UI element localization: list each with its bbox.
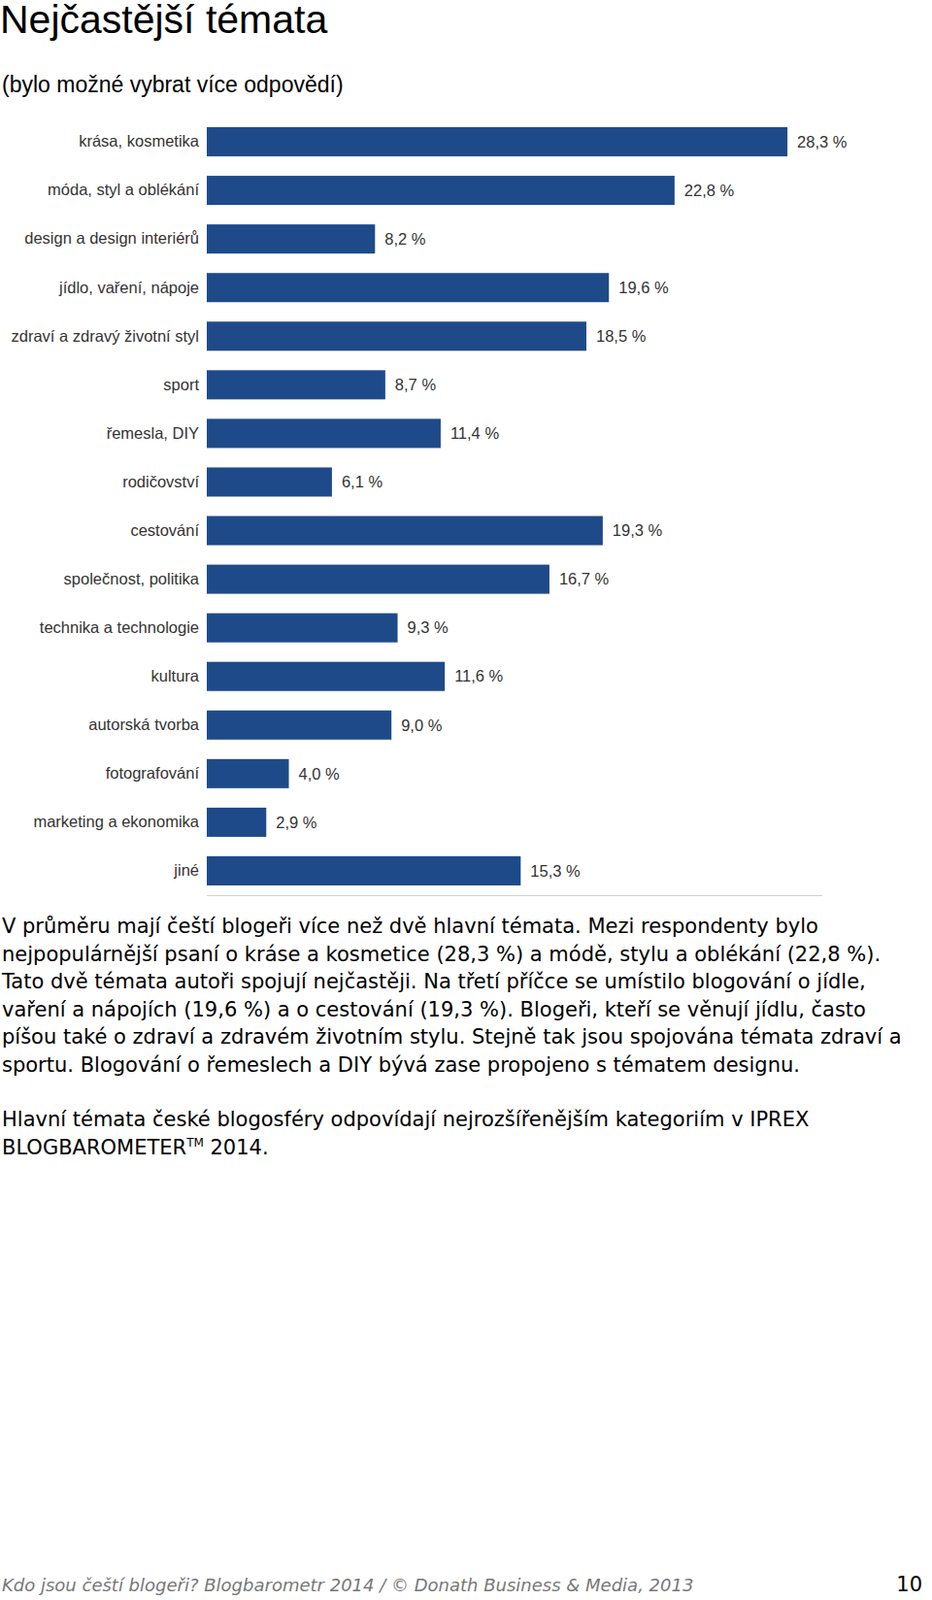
paragraph-text: 2014. bbox=[203, 1135, 269, 1160]
y-tick: krása, kosmetika bbox=[78, 132, 200, 150]
bar bbox=[206, 759, 290, 789]
data-label: 8,7 % bbox=[395, 375, 437, 394]
y-axis: krása, kosmetika móda, styl a oblékání des… bbox=[11, 132, 200, 879]
data-label: 16,7 % bbox=[559, 569, 610, 588]
data-label: 19,3 % bbox=[612, 521, 664, 539]
bar bbox=[206, 466, 333, 497]
y-tick-label: fotografování bbox=[105, 764, 200, 782]
y-tick: technika a technologie bbox=[39, 618, 200, 636]
data-label: 19,6 % bbox=[618, 278, 669, 297]
data-label: 9,0 % bbox=[400, 716, 443, 734]
y-tick-label: jiné bbox=[172, 861, 200, 879]
data-label: 2,9 % bbox=[275, 813, 318, 832]
bar bbox=[206, 807, 267, 837]
bar bbox=[206, 127, 788, 157]
data-label: 4,0 % bbox=[299, 765, 341, 783]
y-tick: jiné bbox=[172, 861, 200, 879]
bar bbox=[206, 369, 386, 400]
bar bbox=[206, 856, 521, 886]
page-number: 10 bbox=[896, 1572, 923, 1597]
bar bbox=[206, 224, 375, 254]
y-tick: móda, styl a oblékání bbox=[47, 180, 200, 199]
y-tick-label: autorská tvorba bbox=[88, 715, 200, 733]
y-tick-label: technika a technologie bbox=[39, 618, 200, 636]
y-tick: fotografování bbox=[105, 764, 200, 782]
data-label: 11,4 % bbox=[450, 424, 500, 442]
y-tick: kultura bbox=[150, 666, 200, 685]
y-tick-label: kultura bbox=[150, 666, 200, 685]
paragraph: V průměru mají čeští blogeři více než dv… bbox=[1, 912, 925, 1079]
y-tick: zdraví a zdravý životní styl bbox=[11, 327, 200, 345]
bar bbox=[206, 175, 675, 205]
bar bbox=[206, 565, 550, 595]
data-label: 28,3 % bbox=[797, 133, 848, 151]
data-label: 15,3 % bbox=[530, 862, 581, 880]
y-tick: řemesla, DIY bbox=[106, 424, 200, 442]
bar bbox=[206, 418, 441, 448]
title: Nejčastější témata bbox=[0, 0, 328, 42]
y-tick: rodičovství bbox=[122, 472, 200, 491]
y-tick: cestování bbox=[130, 521, 200, 539]
bars bbox=[206, 127, 788, 886]
y-tick-label: design a design interiérů bbox=[24, 229, 200, 247]
data-label: 18,5 % bbox=[596, 327, 647, 345]
y-tick: design a design interiérů bbox=[24, 229, 200, 247]
bar bbox=[206, 272, 609, 302]
y-tick-label: marketing a ekonomika bbox=[33, 812, 200, 831]
y-tick: marketing a ekonomika bbox=[33, 812, 200, 831]
data-label: 8,2 % bbox=[384, 230, 427, 248]
footer: Kdo jsou čeští blogeři? Blogbarometr 201… bbox=[1, 1574, 694, 1596]
y-tick: sport bbox=[163, 375, 200, 394]
y-tick-label: krása, kosmetika bbox=[78, 132, 200, 150]
bar bbox=[206, 613, 399, 643]
y-tick-label: sport bbox=[163, 375, 200, 394]
data-label: 9,3 % bbox=[407, 618, 450, 636]
paragraph-text: Hlavní témata české blogosféry odpovídaj… bbox=[1, 1107, 809, 1160]
data-label: 11,6 % bbox=[454, 666, 503, 685]
y-tick-label: řemesla, DIY bbox=[106, 424, 200, 442]
data-labels: 28,3 % 22,8 % 8,2 % 19,6 % 18,5 % 8,7 % 11,4 %… bbox=[275, 133, 847, 880]
y-tick: jídlo, vaření, nápoje bbox=[58, 277, 200, 296]
subtitle: (bylo možné vybrat více odpovědí) bbox=[1, 71, 344, 98]
x-axis-line bbox=[206, 895, 823, 897]
paragraph: Hlavní témata české blogosféry odpovídaj… bbox=[1, 1105, 925, 1162]
bar bbox=[206, 321, 587, 351]
y-tick-label: cestování bbox=[130, 521, 200, 539]
superscript: TM bbox=[186, 1135, 204, 1150]
y-tick-label: zdraví a zdravý životní styl bbox=[11, 327, 200, 345]
data-label: 6,1 % bbox=[341, 472, 384, 491]
bar bbox=[206, 662, 445, 692]
y-tick: autorská tvorba bbox=[88, 715, 200, 733]
y-tick-label: společnost, politika bbox=[64, 569, 200, 588]
y-tick: společnost, politika bbox=[64, 569, 200, 588]
data-label: 22,8 % bbox=[684, 181, 735, 200]
y-tick-label: rodičovství bbox=[122, 472, 200, 491]
y-tick-label: móda, styl a oblékání bbox=[47, 180, 200, 199]
y-tick-label: jídlo, vaření, nápoje bbox=[58, 277, 200, 296]
bar bbox=[206, 710, 392, 740]
bar bbox=[206, 516, 603, 546]
